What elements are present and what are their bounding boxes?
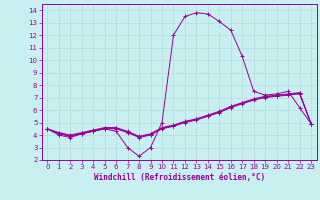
- X-axis label: Windchill (Refroidissement éolien,°C): Windchill (Refroidissement éolien,°C): [94, 173, 265, 182]
